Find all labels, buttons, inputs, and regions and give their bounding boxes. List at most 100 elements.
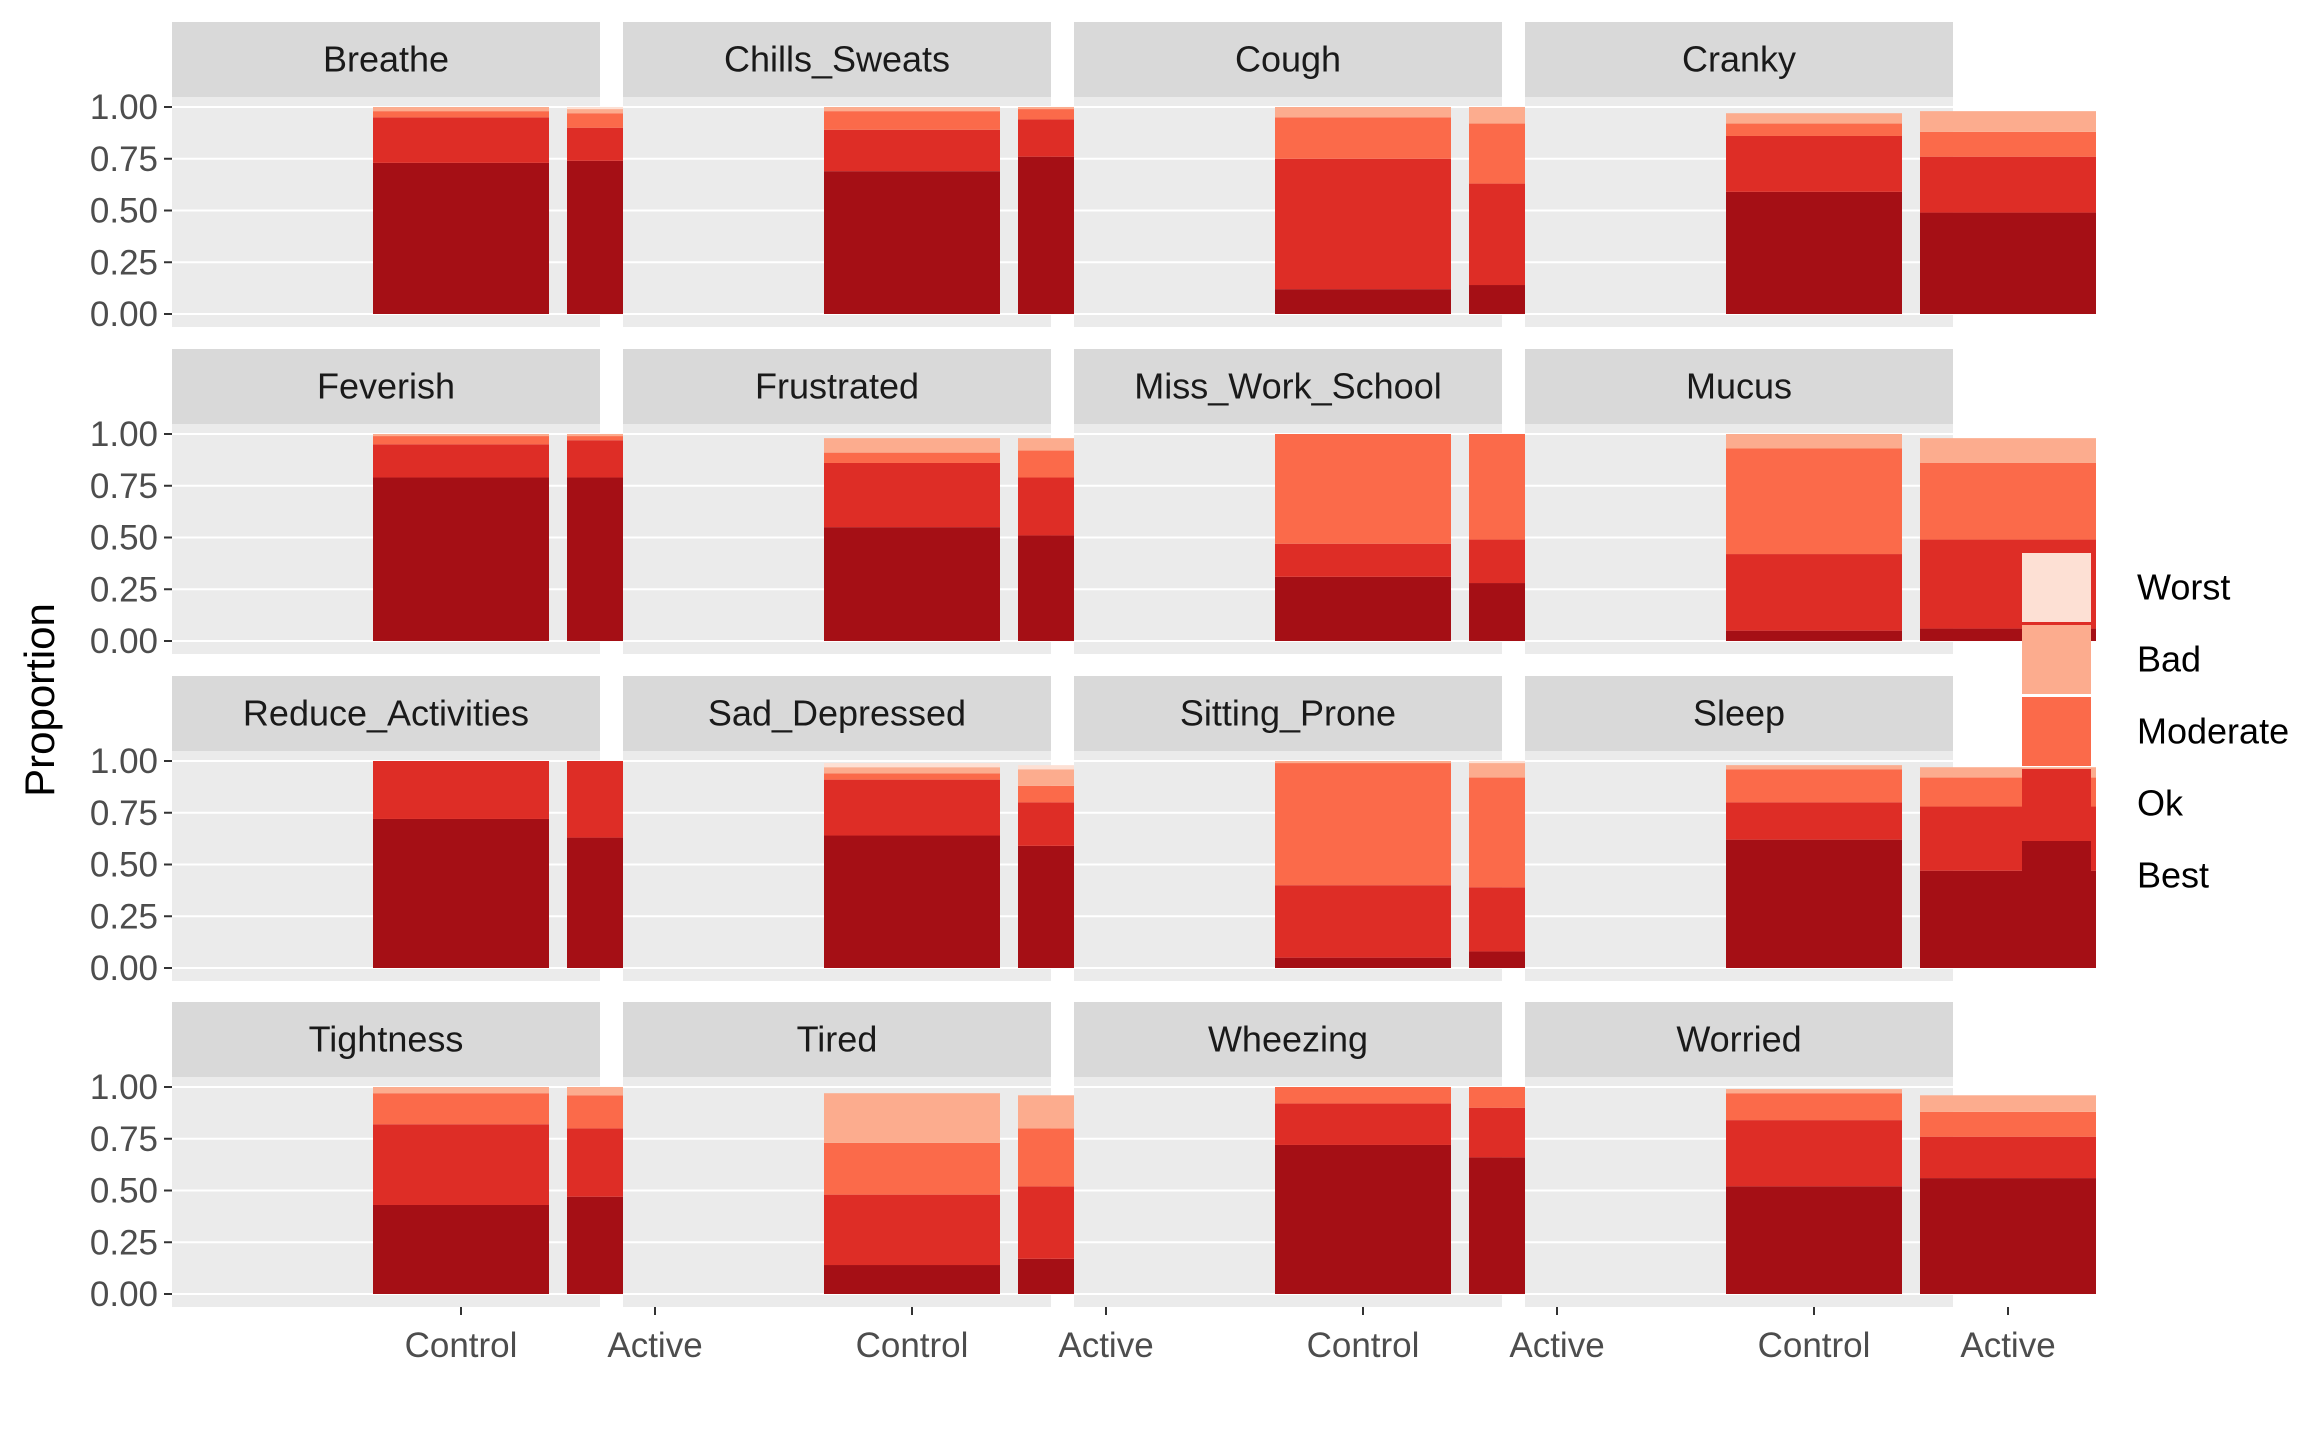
bar-segment-best	[1726, 191, 1902, 314]
bar-segment-worst	[824, 763, 1000, 768]
x-tick-label: Control	[1758, 1326, 1871, 1365]
bar-segment-ok	[373, 1124, 549, 1205]
facet-strip	[172, 22, 600, 97]
y-tick-label: 0.75	[90, 1120, 158, 1159]
bar-segment-best	[373, 1204, 549, 1294]
bar-segment-ok	[373, 444, 549, 478]
x-tick-label: Active	[1058, 1326, 1153, 1365]
bar-segment-ok	[1275, 158, 1451, 290]
facet-title: Sad_Depressed	[708, 693, 966, 734]
x-tick-label: Control	[856, 1326, 969, 1365]
facet-title: Breathe	[323, 39, 449, 80]
bar-segment-bad	[1275, 107, 1451, 118]
bar-segment-bad	[824, 438, 1000, 453]
bar-segment-bad	[1920, 111, 2096, 132]
legend-label: Best	[2137, 855, 2209, 896]
facet-strip	[1525, 349, 1953, 424]
facet-title: Wheezing	[1208, 1019, 1368, 1060]
y-axis-title: Proportion	[16, 603, 63, 797]
facet-strip	[623, 1002, 1051, 1077]
bar-segment-best	[1275, 576, 1451, 641]
x-tick-label: Active	[607, 1326, 702, 1365]
bar-segment-ok	[373, 117, 549, 163]
bar-segment-moderate	[1275, 763, 1451, 886]
bar-segment-moderate	[824, 773, 1000, 780]
bar-segment-moderate	[1920, 131, 2096, 157]
y-tick-label: 0.50	[90, 192, 158, 231]
legend-key-ok	[2022, 769, 2091, 838]
facet-panel: Cranky	[1525, 22, 2096, 327]
bar-segment-bad	[373, 434, 549, 437]
legend-label: Ok	[2137, 783, 2184, 824]
facet-strip	[1525, 1002, 1953, 1077]
y-tick-label: 0.75	[90, 467, 158, 506]
facet-strip	[623, 676, 1051, 751]
bar-segment-ok	[824, 1194, 1000, 1266]
x-tick-label: Active	[1509, 1326, 1604, 1365]
bar-segment-bad	[824, 1093, 1000, 1143]
facet-strip	[1525, 676, 1953, 751]
bar-segment-bad	[1726, 113, 1902, 124]
x-tick-label: Control	[1307, 1326, 1420, 1365]
bar-segment-best	[373, 477, 549, 641]
bar-segment-ok	[824, 462, 1000, 528]
bar-segment-moderate	[824, 111, 1000, 130]
bar-segment-bad	[373, 107, 549, 112]
bar-segment-moderate	[373, 1093, 549, 1125]
y-tick-label: 0.50	[90, 1172, 158, 1211]
bar-segment-ok	[824, 779, 1000, 836]
facet-panel: Worried Control Active	[1525, 1002, 2096, 1365]
y-tick-label: 0.50	[90, 519, 158, 558]
facet-title: Frustrated	[755, 366, 919, 407]
bar-segment-best	[824, 835, 1000, 968]
facet-panels: Breathe 0.00 0.25 0.50 0.75 1.00 Chills_Sweats…	[90, 22, 2096, 1365]
facet-strip	[1525, 22, 1953, 97]
facet-title: Sleep	[1693, 693, 1785, 734]
bar-segment-best	[373, 818, 549, 968]
facet-title: Mucus	[1686, 366, 1792, 407]
y-tick-label: 1.00	[90, 742, 158, 781]
y-tick-label: 0.00	[90, 1275, 158, 1314]
bar-segment-ok	[1920, 1136, 2096, 1179]
bar-segment-ok	[373, 761, 549, 819]
bar-segment-ok	[1726, 802, 1902, 840]
facet-strip	[623, 349, 1051, 424]
bar-segment-ok	[1726, 554, 1902, 631]
bar-segment-bad	[1920, 767, 2096, 778]
bar-segment-bad	[1726, 1089, 1902, 1094]
bar-segment-ok	[824, 129, 1000, 172]
facet-title: Cranky	[1682, 39, 1796, 80]
bar-segment-best	[1275, 1144, 1451, 1294]
bar-segment-moderate	[373, 436, 549, 445]
y-tick-label: 1.00	[90, 88, 158, 127]
bar-segment-bad	[1920, 1095, 2096, 1112]
bar-segment-ok	[1726, 135, 1902, 192]
bar-segment-best	[1726, 1186, 1902, 1294]
facet-title: Worried	[1676, 1019, 1801, 1060]
bar-segment-best	[1920, 1178, 2096, 1294]
legend-key-bad	[2022, 625, 2091, 694]
legend-label: Bad	[2137, 639, 2201, 680]
facet-title: Tired	[797, 1019, 878, 1060]
facet-title: Tightness	[309, 1019, 464, 1060]
bar-segment-moderate	[1726, 123, 1902, 136]
bar-segment-best	[824, 1265, 1000, 1294]
bar-segment-moderate	[1726, 769, 1902, 803]
facet-panel: Sleep	[1525, 676, 2096, 981]
bar-segment-best	[824, 527, 1000, 641]
legend-label: Worst	[2137, 567, 2230, 608]
y-tick-label: 0.25	[90, 1223, 158, 1262]
bar-segment-moderate	[1920, 462, 2096, 540]
y-tick-label: 0.50	[90, 846, 158, 885]
x-tick-label: Control	[405, 1326, 518, 1365]
facet-strip	[1074, 1002, 1502, 1077]
facet-strip	[1074, 349, 1502, 424]
facet-title: Miss_Work_School	[1134, 366, 1441, 407]
bar-segment-bad	[1726, 765, 1902, 770]
y-tick-label: 0.00	[90, 622, 158, 661]
facet-title: Reduce_Activities	[243, 693, 529, 734]
facet-panel: Wheezing Control Active	[1074, 1002, 1645, 1365]
bar-segment-moderate	[824, 452, 1000, 463]
facet-strip	[172, 1002, 600, 1077]
